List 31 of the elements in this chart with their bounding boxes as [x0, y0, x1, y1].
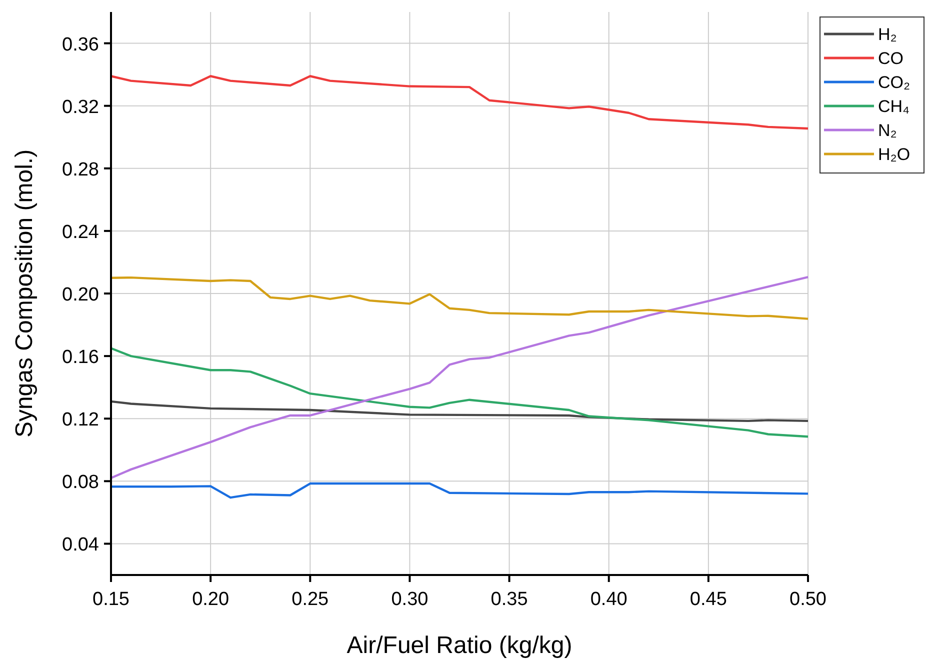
x-tick-label: 0.40: [590, 589, 628, 610]
x-tick-label: 0.15: [92, 589, 130, 610]
x-tick-label: 0.25: [292, 589, 329, 610]
y-tick-label: 0.16: [62, 347, 99, 368]
x-tick-label: 0.30: [391, 589, 428, 610]
x-axis-title: Air/Fuel Ratio (kg/kg): [346, 632, 572, 659]
legend-label: H₂: [878, 25, 897, 44]
y-tick-label: 0.04: [62, 534, 100, 556]
y-tick-label: 0.28: [62, 159, 99, 180]
line-series: [110, 276, 810, 320]
legend-label: H₂O: [878, 145, 910, 164]
line-series: [110, 400, 810, 422]
x-tick-label: 0.50: [790, 589, 826, 610]
legend-label: CH₄: [878, 97, 910, 116]
y-tick-label: 0.08: [62, 472, 99, 494]
x-tick-label: 0.35: [490, 589, 528, 610]
line-series: [110, 482, 810, 499]
line-series: [110, 276, 810, 480]
line-series: [110, 75, 810, 130]
y-tick-label: 0.20: [62, 284, 99, 306]
x-tick-label: 0.20: [192, 589, 230, 610]
y-tick-label: 0.32: [62, 96, 99, 118]
y-tick-label: 0.12: [62, 410, 99, 431]
y-tick-label: 0.24: [62, 222, 100, 243]
y-tick-label: 0.36: [62, 34, 99, 56]
legend-label: CO₂: [878, 73, 910, 92]
line-series: [110, 347, 810, 438]
y-axis-title: Syngas Composition (mol.): [11, 149, 38, 438]
x-tick-label: 0.45: [690, 589, 727, 610]
legend-label: N₂: [878, 121, 897, 140]
legend-label: CO: [878, 49, 904, 68]
